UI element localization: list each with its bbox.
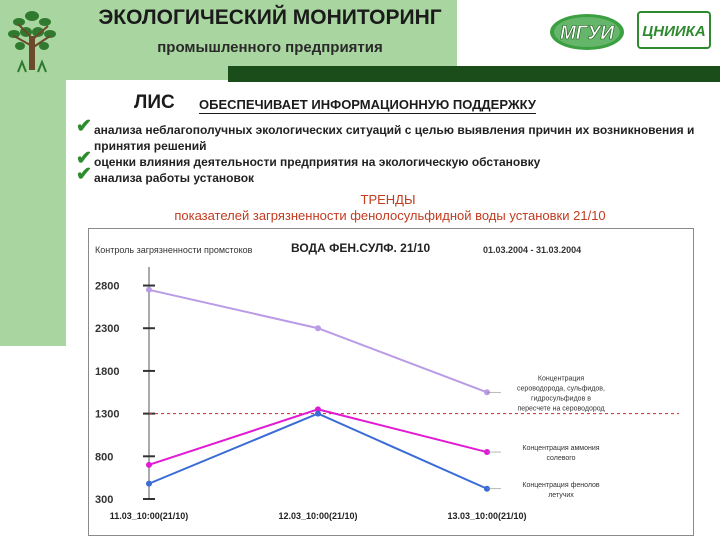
trends-heading: ТРЕНДЫ (360, 192, 416, 207)
bullet-text: анализа неблагополучных экологических си… (94, 123, 695, 153)
legend-label: Концентрация аммония (522, 445, 599, 452)
legend-label: солевого (546, 455, 575, 462)
logo-mgu: МГУИ (550, 14, 624, 50)
legend-label: гидросульфидов в (531, 395, 591, 402)
y-tick-label: 800 (95, 451, 113, 463)
logo-cniika-text: ЦНИИКА (642, 23, 705, 40)
lis-description: ОБЕСПЕЧИВАЕТ ИНФОРМАЦИОННУЮ ПОДДЕРЖКУ (199, 97, 536, 114)
bullet-text: анализа работы установок (94, 171, 255, 185)
data-point (315, 325, 321, 332)
logo-cniika: ЦНИИКА (637, 11, 711, 49)
y-tick-label: 2800 (95, 281, 119, 293)
check-icon: ✔ (76, 164, 92, 185)
bullet-item: ✔ оценки влияния деятельности предприятия… (76, 148, 716, 170)
data-point (146, 480, 152, 487)
x-tick-label: 11.03_10:00(21/10) (110, 511, 189, 521)
data-point (315, 410, 321, 417)
logo-mgu-text: МГУИ (560, 23, 614, 44)
y-tick-label: 1300 (95, 409, 119, 421)
trend-chart: Контроль загрязненности промстоков ВОДА Ф… (95, 241, 679, 521)
series-line (148, 412, 488, 490)
legend-label: сероводорода, сульфидов, (517, 385, 605, 392)
tree-icon (8, 11, 56, 73)
series-line (148, 408, 488, 466)
trends-subheading: показателей загрязненности фенолосульфид… (174, 208, 606, 223)
x-tick-label: 12.03_10:00(21/10) (278, 511, 357, 521)
legend-label: Концентрация (538, 375, 584, 382)
data-point (146, 461, 152, 468)
chart-frame: Контроль загрязненности промстоков ВОДА Ф… (88, 228, 694, 536)
header-rule (228, 66, 720, 82)
legend-label: летучих (548, 492, 574, 499)
chart-period: 01.03.2004 - 31.03.2004 (483, 245, 581, 255)
y-tick-label: 1800 (95, 366, 119, 378)
page-subtitle: промышленного предприятия (157, 39, 383, 56)
legend-label: пересчете на сероводород (517, 405, 604, 412)
check-icon: ✔ (76, 116, 92, 137)
lis-label: ЛИС (134, 92, 175, 113)
y-tick-label: 2300 (95, 323, 119, 335)
bullet-list: ✔ анализа неблагополучных экологических с… (76, 116, 716, 186)
x-tick-label: 13.03_10:00(21/10) (447, 511, 526, 521)
chart-header-left: Контроль загрязненности промстоков (95, 245, 253, 255)
chart-title: ВОДА ФЕН.СУЛФ. 21/10 (291, 241, 431, 255)
y-tick-label: 300 (95, 494, 113, 506)
check-icon: ✔ (76, 148, 92, 169)
bullet-text: оценки влияния деятельности предприятия … (94, 155, 541, 169)
bullet-item: ✔ анализа работы установок (76, 164, 716, 186)
series-line (148, 288, 488, 394)
data-point (315, 406, 321, 413)
page-title: ЭКОЛОГИЧЕСКИЙ МОНИТОРИНГ (98, 6, 442, 29)
legend-label: Концентрация фенолов (522, 482, 599, 489)
data-point (146, 286, 152, 293)
bullet-item: ✔ анализа неблагополучных экологических с… (76, 116, 716, 154)
